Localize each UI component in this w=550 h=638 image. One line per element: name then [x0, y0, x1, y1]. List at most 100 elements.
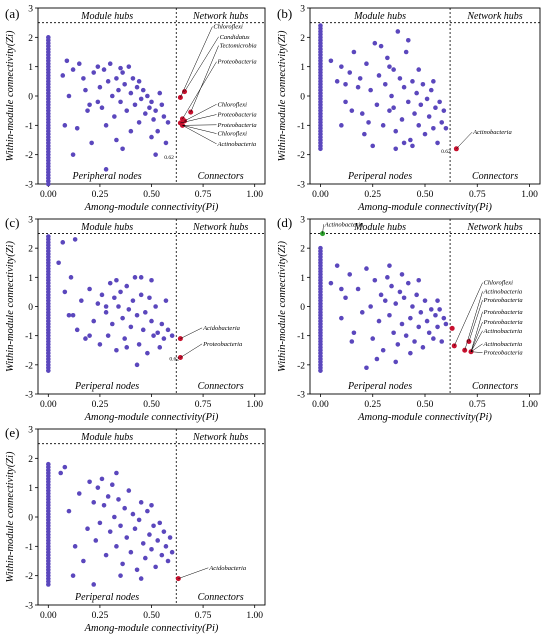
data-point [155, 330, 160, 336]
data-point [385, 275, 390, 280]
annotation-leader [182, 125, 217, 134]
x-tick-label: 0.50 [417, 190, 434, 200]
data-point [368, 87, 373, 93]
data-point [120, 70, 125, 75]
taxon-annotation: Chloroflexi [218, 131, 248, 138]
region-module-hubs: Module hubs [353, 11, 406, 22]
annotation-leader [468, 300, 483, 342]
data-point [351, 49, 357, 55]
data-point [378, 292, 384, 298]
data-point [132, 275, 138, 280]
data-point [343, 295, 348, 301]
region-connectors: Connectors [198, 592, 244, 603]
data-point [107, 280, 113, 286]
data-point [355, 286, 361, 292]
data-point [99, 292, 105, 298]
region-connectors: Connectors [472, 171, 518, 182]
connector-point [449, 325, 455, 331]
x-tick-label: 0.50 [143, 190, 160, 200]
taxon-annotation: Tectomicrobia [220, 43, 257, 50]
data-point [70, 152, 76, 157]
y-tick-label: 1 [28, 63, 33, 73]
data-point [149, 99, 154, 105]
x-tick-label: 1.00 [521, 400, 538, 410]
data-point [85, 526, 90, 532]
data-point [97, 342, 103, 347]
data-point [376, 318, 382, 324]
y-tick-label: -3 [25, 391, 33, 401]
data-point [118, 65, 123, 71]
y-tick-label: -2 [25, 572, 33, 582]
x-axis-title: Among-module connectivity(Pi) [84, 623, 219, 634]
region-network-hubs: Network hubs [192, 222, 248, 233]
data-point [87, 333, 92, 338]
panel-c: (c) -3 -2 -1 0 1 2 3 0.00 0.25 0.50 0.75 1.00 Among-m… [5, 215, 266, 423]
data-point [149, 134, 154, 140]
data-point [399, 272, 405, 277]
x-axis-title: Among-module connectivity(Pi) [357, 412, 492, 423]
data-point [334, 79, 340, 84]
data-point [391, 330, 396, 336]
data-point [349, 339, 355, 344]
data-point [397, 289, 403, 295]
data-point [122, 505, 127, 511]
data-point [58, 470, 63, 476]
x-tick-label: 0.00 [312, 190, 329, 200]
x-tick-label: 0.25 [92, 190, 109, 200]
panel-e: (e) -3 -2 -1 0 1 2 3 0.00 0.25 0.50 0.75 1.00 Among-m… [5, 425, 266, 634]
data-point [399, 117, 405, 122]
annotation-leader [180, 343, 203, 358]
data-point [318, 245, 323, 251]
taxon-annotation: Actinobacteria [324, 221, 364, 228]
data-point [431, 336, 436, 341]
data-point [441, 108, 447, 113]
data-point [72, 544, 78, 549]
taxon-annotation: Chloroflexi [218, 101, 248, 108]
region-peripheral-nodes: Periperal nodes [347, 171, 412, 182]
data-point [114, 470, 119, 476]
data-point [439, 120, 445, 125]
region-peripheral-nodes: Peripheral nodes [72, 171, 142, 182]
data-point [439, 339, 445, 344]
x-tick-label: 1.00 [246, 190, 263, 200]
y-tick-label: -3 [25, 602, 33, 612]
taxon-annotation: Acidobacteria [208, 565, 246, 572]
data-point [147, 532, 152, 537]
x-tick-label: 0.25 [92, 400, 109, 410]
threshold-value-label: 0.62 [164, 155, 174, 161]
data-point [136, 517, 142, 523]
plot-frame [309, 218, 541, 395]
data-point [128, 324, 134, 330]
data-point [138, 96, 144, 102]
region-connectors: Connectors [198, 381, 244, 392]
data-point [157, 345, 163, 350]
x-tick-label: 0.00 [40, 190, 57, 200]
data-point [145, 350, 150, 356]
data-point [393, 146, 399, 152]
region-peripheral-nodes: Periperal nodes [347, 381, 412, 392]
x-tick-label: 0.00 [40, 611, 57, 621]
data-point [395, 29, 401, 34]
taxon-annotation: Actinobacteria [483, 288, 523, 295]
data-point [157, 520, 163, 526]
x-tick-label: 0.00 [40, 400, 57, 410]
data-point [443, 125, 449, 131]
annotation-leader [180, 327, 203, 339]
data-point [435, 324, 440, 330]
data-point [70, 573, 76, 578]
data-point [355, 84, 361, 90]
data-point [138, 275, 144, 280]
data-point [416, 324, 422, 330]
data-point [101, 67, 107, 72]
data-point [76, 61, 82, 67]
data-point [97, 84, 103, 90]
taxon-annotation: Proteobacteria [217, 122, 257, 129]
data-point [66, 312, 72, 318]
data-point [426, 114, 432, 119]
data-point [372, 40, 378, 46]
plot-frame [309, 7, 541, 185]
data-point [68, 275, 74, 280]
y-axis-title: Within-module connectivity(Zi) [5, 241, 16, 372]
data-point [416, 67, 422, 72]
region-peripheral-nodes: Periperal nodes [74, 381, 139, 392]
